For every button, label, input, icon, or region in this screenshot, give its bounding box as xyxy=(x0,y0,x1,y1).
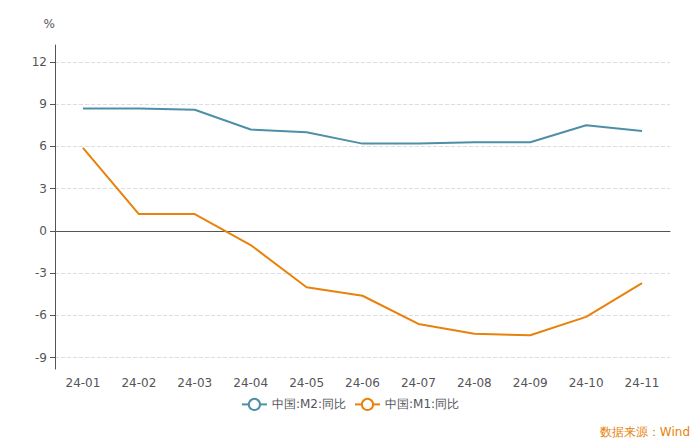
svg-text:0: 0 xyxy=(39,224,47,238)
svg-text:6: 6 xyxy=(39,139,47,153)
svg-text:数据来源：Wind: 数据来源：Wind xyxy=(600,425,690,439)
svg-text:24-06: 24-06 xyxy=(345,376,380,390)
svg-text:24-07: 24-07 xyxy=(401,376,436,390)
svg-text:24-02: 24-02 xyxy=(121,376,156,390)
svg-text:%: % xyxy=(44,17,55,31)
svg-text:24-01: 24-01 xyxy=(66,376,101,390)
svg-text:24-05: 24-05 xyxy=(289,376,324,390)
svg-text:-3: -3 xyxy=(35,266,47,280)
svg-text:-9: -9 xyxy=(35,351,47,365)
svg-text:24-09: 24-09 xyxy=(513,376,548,390)
svg-text:24-10: 24-10 xyxy=(569,376,604,390)
svg-text:12: 12 xyxy=(32,55,47,69)
svg-text:9: 9 xyxy=(39,97,47,111)
svg-text:24-08: 24-08 xyxy=(457,376,492,390)
svg-text:中国:M1:同比: 中国:M1:同比 xyxy=(385,397,459,411)
svg-text:中国:M2:同比: 中国:M2:同比 xyxy=(272,397,346,411)
svg-text:24-04: 24-04 xyxy=(233,376,268,390)
svg-text:-6: -6 xyxy=(35,308,47,322)
svg-text:3: 3 xyxy=(39,182,47,196)
svg-text:24-11: 24-11 xyxy=(625,376,660,390)
svg-text:24-03: 24-03 xyxy=(177,376,212,390)
